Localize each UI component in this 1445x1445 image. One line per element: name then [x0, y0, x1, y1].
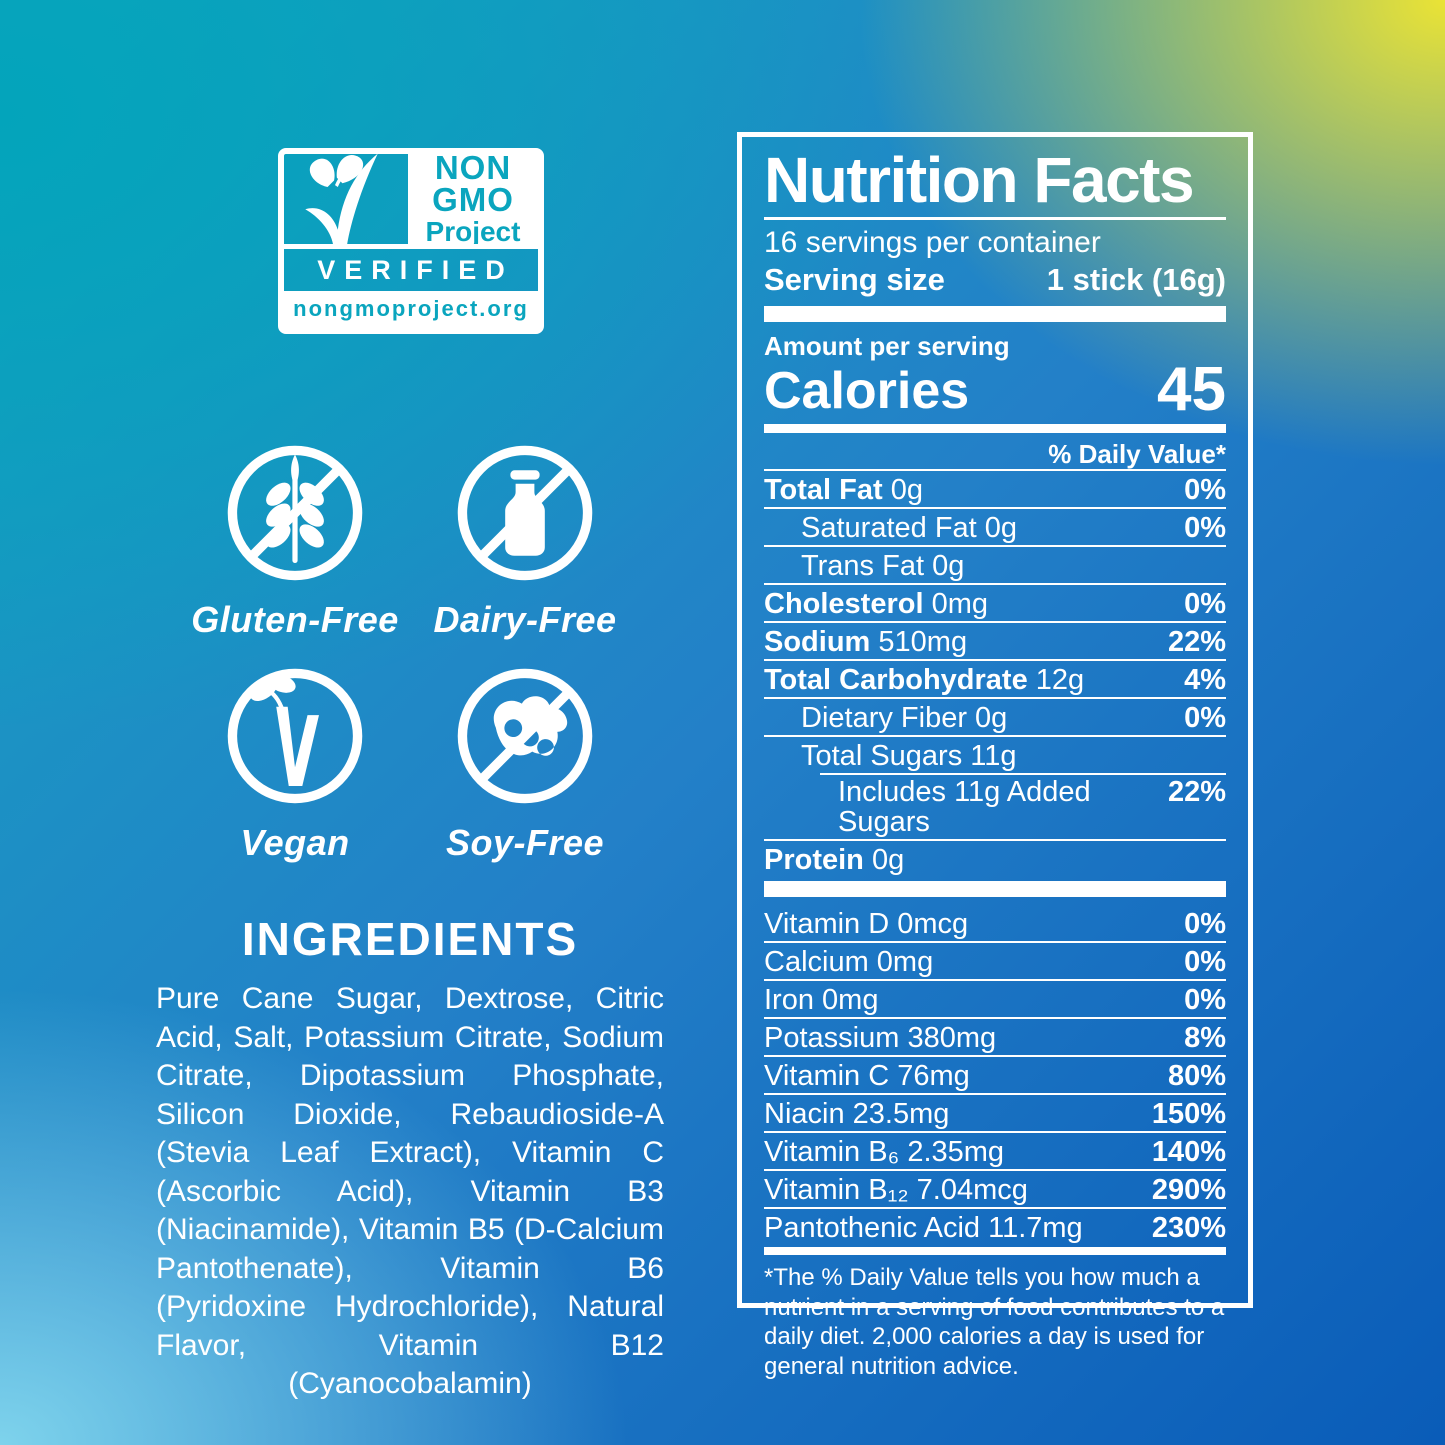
nutrient-label: Vitamin D 0mcg — [764, 908, 969, 940]
nutrient-rows: Total Fat 0g 0% Saturated Fat 0g 0% Trans Fa… — [764, 469, 1226, 877]
nutrient-row: Dietary Fiber 0g 0% — [764, 697, 1226, 735]
nutrient-label: Saturated Fat 0g — [801, 512, 1018, 544]
daily-value-footnote: *The % Daily Value tells you how much a … — [764, 1264, 1225, 1380]
daily-value-percent: 0% — [1184, 702, 1226, 734]
calories-value: 45 — [1157, 355, 1226, 424]
dairy-free-icon — [452, 440, 598, 591]
non-gmo-text-box: NON GMO Project — [408, 149, 538, 248]
daily-value-percent: 0% — [1184, 908, 1226, 940]
vegan-label: Vegan — [240, 822, 350, 863]
nutrient-row: Trans Fat 0g — [764, 545, 1226, 583]
daily-value-header: % Daily Value* — [1048, 439, 1226, 469]
nutrient-row: Vitamin C 76mg 80% — [764, 1055, 1226, 1093]
daily-value-percent: 4% — [1184, 664, 1226, 696]
nutrient-row: Calcium 0mg 0% — [764, 941, 1226, 979]
soy-free-label: Soy-Free — [445, 822, 605, 863]
nutrient-row: Pantothenic Acid 11.7mg 230% — [764, 1207, 1226, 1245]
soy-free-item: Soy-Free — [410, 663, 640, 864]
nutrient-label: Total Sugars 11g — [801, 740, 1017, 772]
nutrient-row: Protein 0g — [764, 839, 1226, 877]
serving-size-value: 1 stick (16g) — [1046, 262, 1226, 297]
nutrient-label: Niacin 23.5mg — [764, 1098, 950, 1130]
nutrient-row: Total Sugars 11g — [764, 735, 1226, 773]
nutrient-label: Iron 0mg — [764, 984, 879, 1016]
calories-label: Calories — [764, 362, 970, 420]
vitamin-rows: Vitamin D 0mcg 0% Calcium 0mg 0% Iron 0mg 0% P… — [764, 905, 1226, 1245]
nutrient-label: Total Carbohydrate 12g — [764, 664, 1085, 696]
daily-value-percent: 0% — [1184, 588, 1226, 620]
non-gmo-line3: Project — [425, 216, 521, 248]
divider-medium — [764, 424, 1226, 433]
nutrient-label: Dietary Fiber 0g — [801, 702, 1008, 734]
amount-per-serving: Amount per serving — [764, 331, 1010, 361]
nutrient-row: Vitamin B₁₂ 7.04mcg 290% — [764, 1169, 1226, 1207]
butterfly-checkmark-icon — [284, 153, 408, 245]
non-gmo-verified-text: VERIFIED — [284, 244, 538, 291]
daily-value-percent: 0% — [1184, 946, 1226, 978]
nutrient-label: Total Fat 0g — [764, 474, 924, 506]
dairy-free-label: Dairy-Free — [433, 599, 617, 640]
daily-value-percent: 22% — [1167, 776, 1226, 808]
daily-value-percent: 0% — [1184, 474, 1226, 506]
daily-value-percent: 0% — [1184, 984, 1226, 1016]
non-gmo-verified-badge: NON GMO Project VERIFIED nongmoproject.o… — [278, 148, 544, 334]
nutrient-label: Trans Fat 0g — [801, 550, 965, 582]
dairy-free-item: Dairy-Free — [410, 440, 640, 641]
calories-row: Calories 45 — [764, 355, 1226, 424]
serving-size-row: Serving size 1 stick (16g) — [764, 262, 1226, 298]
soy-free-icon — [452, 663, 598, 814]
nutrition-facts-title: Nutrition Facts — [764, 144, 1195, 216]
divider-thick — [764, 881, 1226, 897]
ingredients-title: INGREDIENTS — [241, 913, 579, 965]
vegan-item: Vegan — [180, 663, 410, 864]
nutrient-label: Cholesterol 0mg — [764, 588, 989, 620]
daily-value-percent: 230% — [1151, 1212, 1226, 1244]
nutrient-row: Niacin 23.5mg 150% — [764, 1093, 1226, 1131]
divider-thick — [764, 306, 1226, 322]
daily-value-percent: 80% — [1167, 1060, 1226, 1092]
gluten-free-item: Gluten-Free — [180, 440, 410, 641]
nutrient-row: Vitamin B₆ 2.35mg 140% — [764, 1131, 1226, 1169]
divider-medium — [764, 1247, 1226, 1255]
servings-per-container: 16 servings per container — [764, 226, 1101, 259]
nutrient-row: Iron 0mg 0% — [764, 979, 1226, 1017]
serving-size-label: Serving size — [764, 262, 945, 297]
nutrient-label: Calcium 0mg — [764, 946, 934, 978]
nutrient-label: Potassium 380mg — [764, 1022, 997, 1054]
nutrient-label: Includes 11g Added Sugars — [838, 776, 1091, 838]
nutrient-label: Vitamin C 76mg — [764, 1060, 970, 1092]
non-gmo-line2: GMO — [432, 180, 514, 218]
daily-value-percent: 140% — [1151, 1136, 1226, 1168]
non-gmo-line1: NON — [434, 149, 512, 187]
non-gmo-url: nongmoproject.org — [284, 291, 538, 328]
nutrient-row: Total Carbohydrate 12g 4% — [764, 659, 1226, 697]
daily-value-percent: 290% — [1151, 1174, 1226, 1206]
daily-value-percent: 22% — [1167, 626, 1226, 658]
nutrient-label: Sodium 510mg — [764, 626, 968, 658]
nutrient-label: Protein 0g — [764, 844, 905, 876]
daily-value-percent: 0% — [1184, 512, 1226, 544]
divider-thin — [764, 217, 1226, 220]
diet-icon-grid: Gluten-Free Dairy-Free — [180, 440, 640, 864]
vegan-icon — [222, 663, 368, 814]
nutrient-row: Total Fat 0g 0% — [764, 469, 1226, 507]
nutrient-label: Vitamin B₆ 2.35mg — [764, 1136, 1005, 1168]
nutrient-row: Saturated Fat 0g 0% — [764, 507, 1226, 545]
gluten-free-icon — [222, 440, 368, 591]
daily-value-percent: 150% — [1151, 1098, 1226, 1130]
nutrient-row: Includes 11g Added Sugars 22% — [764, 773, 1226, 839]
nutrition-facts-panel: Nutrition Facts 16 servings per containe… — [737, 132, 1253, 1380]
nutrient-label: Pantothenic Acid 11.7mg — [764, 1212, 1083, 1244]
nutrient-row: Cholesterol 0mg 0% — [764, 583, 1226, 621]
ingredients-text: Pure Cane Sugar, Dextrose, Citric Acid, … — [156, 982, 664, 1400]
gluten-free-label: Gluten-Free — [191, 599, 399, 640]
nutrient-row: Vitamin D 0mcg 0% — [764, 905, 1226, 941]
nutrient-row: Potassium 380mg 8% — [764, 1017, 1226, 1055]
nutrient-row: Sodium 510mg 22% — [764, 621, 1226, 659]
nutrient-label: Vitamin B₁₂ 7.04mcg — [764, 1174, 1028, 1206]
non-gmo-badge-top: NON GMO Project — [284, 149, 538, 248]
daily-value-percent: 8% — [1184, 1022, 1226, 1054]
